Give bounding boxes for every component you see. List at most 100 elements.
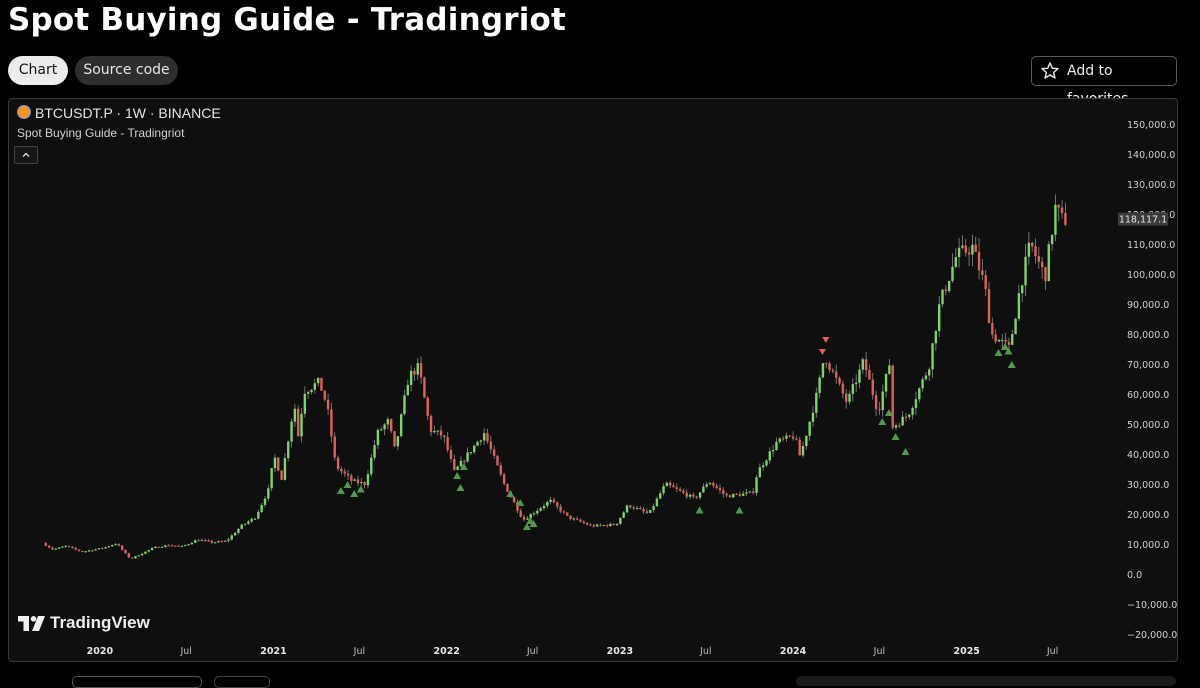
candle-body [595, 524, 599, 527]
candle-body [1001, 339, 1004, 341]
candle-body [937, 304, 941, 332]
candle-body [735, 493, 738, 495]
candle-body [1004, 339, 1007, 342]
candle-body [71, 546, 74, 548]
candle-body [283, 457, 287, 480]
candle-body [443, 435, 446, 438]
candle-body [722, 490, 725, 494]
candle-body [635, 508, 639, 510]
footer-panel [796, 676, 1176, 686]
candle-body [519, 510, 522, 517]
candle-body [957, 247, 961, 258]
candle-body [499, 465, 502, 475]
candle-body [854, 382, 858, 385]
candle-body [240, 524, 243, 529]
candle-body [210, 540, 214, 543]
candle-body [692, 494, 695, 497]
tradingview-brand: TradingView [50, 613, 150, 632]
candle-body [353, 479, 356, 481]
chart-plot[interactable]: 150,000.0140,000.0130,000.0120,000.0110,… [9, 99, 1177, 661]
tab-source-code[interactable]: Source code [75, 56, 178, 85]
chart-panel[interactable]: 150,000.0140,000.0130,000.0120,000.0110,… [8, 98, 1178, 662]
last-price-badge [1118, 212, 1168, 226]
candle-body [592, 525, 595, 527]
candle-body [825, 363, 828, 365]
candle-body [585, 523, 589, 525]
candle-body [1017, 293, 1021, 319]
candle-body [971, 244, 974, 255]
y-tick-label: −10,000.0 [1127, 600, 1177, 611]
candle-body [120, 545, 124, 550]
candle-body [74, 547, 77, 550]
candle-body [280, 470, 283, 480]
candle-body [512, 497, 516, 503]
candle-body [486, 433, 489, 442]
candle-body [649, 509, 652, 513]
candle-body [1011, 334, 1014, 345]
buy-signal-marker [735, 506, 744, 514]
candle-body [253, 518, 257, 520]
candle-body [552, 499, 556, 503]
candle-body [220, 541, 224, 543]
candle-body [370, 457, 373, 475]
candle-body [320, 377, 323, 391]
candle-body [798, 439, 801, 456]
candle-body [290, 421, 293, 442]
buy-signal-marker [878, 418, 887, 425]
candle-body [665, 482, 669, 487]
candle-body [44, 543, 47, 546]
x-tick-label: Jul [526, 646, 538, 657]
candle-body [230, 535, 233, 540]
symbol-info[interactable]: BTCUSDT.P · 1W · BINANCE [17, 105, 221, 121]
candle-body [174, 545, 177, 547]
tab-chart[interactable]: Chart [8, 56, 68, 85]
candle-body [237, 528, 240, 533]
collapse-button[interactable] [14, 146, 38, 164]
candle-body [908, 414, 911, 417]
candle-body [918, 388, 921, 400]
candle-body [924, 375, 928, 380]
candle-body [419, 363, 423, 378]
candle-body [157, 546, 160, 548]
candle-body [652, 506, 655, 510]
buy-signal-marker [459, 463, 468, 470]
candle-body [124, 549, 127, 554]
buy-signal-marker [453, 472, 462, 479]
indicator-name[interactable]: Spot Buying Guide - Tradingriot [17, 126, 185, 140]
symbol-label: BTCUSDT.P · 1W · BINANCE [35, 105, 221, 121]
candle-body [549, 499, 552, 502]
candle-body [539, 508, 542, 511]
candle-body [463, 460, 466, 462]
candle-body [187, 544, 190, 546]
candle-body [778, 438, 781, 442]
candle-body [406, 384, 410, 396]
candle-body [589, 524, 592, 526]
candle-body [841, 383, 845, 394]
candle-body [861, 359, 865, 370]
candle-body [851, 384, 855, 394]
star-icon [1041, 62, 1059, 79]
candle-body [655, 498, 659, 507]
buy-signal-marker [1001, 343, 1010, 350]
candle-body [439, 430, 443, 436]
candle-body [190, 542, 194, 545]
candle-body [194, 540, 197, 543]
candle-body [84, 551, 87, 553]
footer-control[interactable] [214, 676, 270, 688]
sell-signal-marker [822, 337, 830, 343]
candle-body [197, 540, 200, 542]
candle-body [599, 524, 602, 526]
candle-body [336, 457, 340, 470]
candle-body [180, 545, 184, 547]
candle-body [350, 475, 353, 481]
candle-body [944, 289, 948, 291]
candle-body [765, 460, 768, 466]
buy-signal-marker [356, 485, 365, 493]
add-to-favorites-button[interactable]: Add to favorites [1031, 56, 1177, 107]
candle-body [227, 539, 230, 541]
candle-body [698, 492, 702, 498]
candle-body [492, 449, 496, 456]
footer-control[interactable] [72, 676, 202, 688]
candle-body [546, 501, 549, 506]
candle-body [868, 370, 871, 380]
